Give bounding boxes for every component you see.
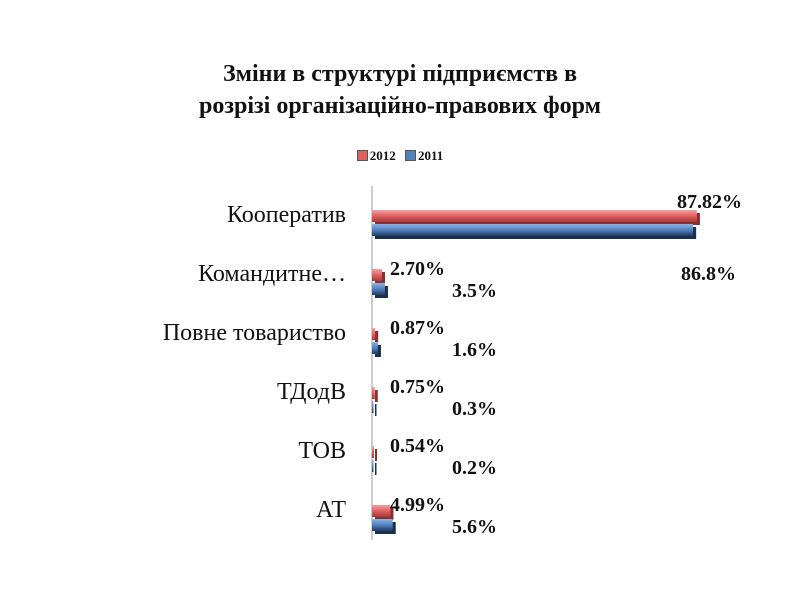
bar-2012 bbox=[372, 210, 697, 222]
bar-2011 bbox=[372, 519, 393, 531]
legend-item-2011: 2011 bbox=[404, 148, 444, 164]
bar-2011 bbox=[372, 401, 374, 413]
bar-2012 bbox=[372, 269, 382, 281]
legend: 2012 2011 bbox=[0, 148, 800, 164]
category-label: АТ bbox=[316, 497, 346, 523]
category-label: ТОВ bbox=[298, 438, 346, 464]
bar-2012 bbox=[372, 446, 374, 458]
data-label-2011: 3.5% bbox=[452, 280, 497, 302]
legend-swatch-2011 bbox=[404, 150, 416, 161]
category-label: Кооператив bbox=[227, 202, 346, 228]
bar-shadow-2011 bbox=[375, 463, 377, 475]
data-label-2011: 5.6% bbox=[452, 516, 497, 538]
legend-item-2012: 2012 bbox=[356, 148, 396, 164]
data-label-2011: 0.3% bbox=[452, 398, 497, 420]
data-label-2011: 1.6% bbox=[452, 339, 497, 361]
legend-label-2012: 2012 bbox=[369, 148, 396, 163]
category-label: ТДодВ bbox=[277, 379, 346, 405]
chart-title-line-2: розрізі організаційно-правових форм bbox=[199, 93, 601, 119]
bar-2011 bbox=[372, 224, 694, 236]
data-label-2012: 0.87% bbox=[390, 317, 445, 339]
bar-shadow-2011 bbox=[375, 345, 381, 357]
legend-swatch-2012 bbox=[356, 150, 368, 161]
chart-title-line-1: Зміни в структурі підприємств в bbox=[222, 61, 578, 87]
bar-2011 bbox=[372, 283, 385, 295]
data-label-2012: 0.75% bbox=[390, 376, 445, 398]
bar-shadow-2011 bbox=[375, 404, 377, 416]
bar-shadow-2012 bbox=[375, 331, 379, 343]
data-label-2012: 0.54% bbox=[390, 435, 445, 457]
data-label-2011: 86.8% bbox=[681, 263, 736, 285]
data-label-2012: 87.82% bbox=[677, 191, 742, 213]
category-label: Повне товариство bbox=[163, 320, 346, 346]
bar-shadow-2012 bbox=[375, 449, 377, 461]
bar-2012 bbox=[372, 505, 391, 517]
data-label-2012: 4.99% bbox=[390, 494, 445, 516]
category-label: Командитне… bbox=[198, 261, 346, 287]
legend-label-2011: 2011 bbox=[417, 148, 444, 163]
bar-2012 bbox=[372, 328, 376, 340]
bar-2011 bbox=[372, 460, 374, 472]
bar-shadow-2012 bbox=[375, 390, 378, 402]
data-label-2011: 0.2% bbox=[452, 457, 497, 479]
bar-2012 bbox=[372, 387, 375, 399]
chart-title: Зміни в структурі підприємств в розрізі … bbox=[0, 58, 800, 122]
bar-2011 bbox=[372, 342, 378, 354]
data-label-2012: 2.70% bbox=[390, 258, 445, 280]
